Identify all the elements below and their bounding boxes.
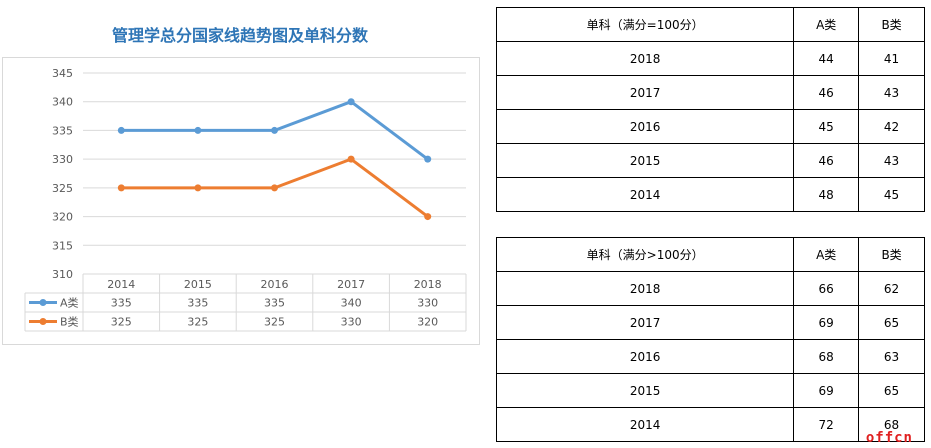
header-a: A类 [793, 237, 860, 272]
x-tick-label: 2016 [261, 278, 289, 291]
header-subject: 单科（满分>100分） [495, 237, 795, 272]
year-cell: 2015 [495, 373, 795, 408]
chart-frame: 310 315 320 325 330 335 340 345 2014 2015 2016 2017… [2, 57, 480, 345]
table-header-row: 单科（满分=100分） A类 B类 [495, 7, 925, 42]
data-label: 320 [417, 316, 438, 329]
header-b: B类 [858, 7, 925, 42]
a-cell: 66 [793, 271, 860, 306]
data-label: 335 [111, 297, 132, 310]
x-tick-label: 2017 [337, 278, 365, 291]
b-cell: 42 [858, 109, 925, 144]
year-cell: 2018 [495, 41, 795, 76]
year-cell: 2016 [495, 339, 795, 374]
b-cell: 43 [858, 75, 925, 110]
legend-key-marker [39, 318, 47, 325]
b-cell: 63 [858, 339, 925, 374]
data-point [194, 184, 202, 192]
y-tick-label: 330 [52, 153, 73, 166]
a-cell: 45 [793, 109, 860, 144]
a-cell: 46 [793, 75, 860, 110]
data-label: 325 [111, 316, 132, 329]
data-point [271, 126, 278, 134]
table-row: 2014 48 45 [495, 177, 925, 212]
score-table-over-100: 单科（满分>100分） A类 B类 2018 66 62 2017 69 65 2016 68… [495, 237, 925, 442]
year-cell: 2016 [495, 109, 795, 144]
data-label: 340 [341, 297, 362, 310]
table-row: 2017 69 65 [495, 305, 925, 340]
a-cell: 68 [793, 339, 860, 374]
legend-key-marker [39, 299, 47, 306]
data-label: 335 [264, 297, 285, 310]
y-tick-label: 320 [52, 211, 73, 224]
line-chart: 310 315 320 325 330 335 340 345 2014 2015 2016 2017… [24, 67, 467, 332]
data-point [347, 155, 355, 163]
legend-label: B类 [60, 315, 79, 329]
data-point [347, 98, 355, 106]
b-cell: 41 [858, 41, 925, 76]
data-point [424, 155, 432, 163]
a-cell: 44 [793, 41, 860, 76]
year-cell: 2018 [495, 271, 795, 306]
year-cell: 2017 [495, 305, 795, 340]
table-row: 2018 44 41 [495, 41, 925, 76]
b-cell: 62 [858, 271, 925, 306]
y-tick-label: 335 [52, 124, 73, 137]
x-tick-label: 2018 [414, 278, 442, 291]
b-cell: 68 [858, 407, 925, 442]
y-tick-label: 325 [52, 182, 73, 195]
offcn-watermark: offcn [865, 430, 913, 446]
b-cell: 43 [858, 143, 925, 178]
x-tick-label: 2015 [184, 278, 212, 291]
a-cell: 69 [793, 305, 860, 340]
legend-label: A类 [60, 296, 79, 310]
year-cell: 2014 [495, 177, 795, 212]
chart-title: 管理学总分国家线趋势图及单科分数 [111, 26, 368, 45]
year-cell: 2015 [495, 143, 795, 178]
data-point [117, 184, 125, 192]
table-row: 2016 68 63 [495, 339, 925, 374]
header-b: B类 [858, 237, 925, 272]
table-row: 2014 72 68 [495, 407, 925, 442]
header-subject: 单科（满分=100分） [495, 7, 795, 42]
data-point [424, 213, 432, 221]
table-row: 2015 46 43 [495, 143, 925, 178]
y-tick-label: 310 [52, 268, 73, 281]
table-row: 2016 45 42 [495, 109, 925, 144]
table-row: 2017 46 43 [495, 75, 925, 110]
data-label: 330 [417, 297, 438, 310]
data-point [194, 126, 202, 134]
y-tick-label: 340 [52, 96, 73, 109]
b-cell: 45 [858, 177, 925, 212]
x-tick-label: 2014 [107, 278, 135, 291]
year-cell: 2017 [495, 75, 795, 110]
a-cell: 69 [793, 373, 860, 408]
y-tick-label: 345 [52, 67, 73, 80]
table-row: 2018 66 62 [495, 271, 925, 306]
data-label: 330 [341, 316, 362, 329]
a-cell: 48 [793, 177, 860, 212]
data-point [117, 126, 125, 134]
data-label: 325 [264, 316, 285, 329]
data-label: 335 [187, 297, 208, 310]
a-cell: 72 [793, 407, 860, 442]
year-cell: 2014 [495, 407, 795, 442]
table-row: 2015 69 65 [495, 373, 925, 408]
b-cell: 65 [858, 373, 925, 408]
y-tick-label: 315 [52, 239, 73, 252]
a-cell: 46 [793, 143, 860, 178]
b-cell: 65 [858, 305, 925, 340]
score-table-100: 单科（满分=100分） A类 B类 2018 44 41 2017 46 43 2016 45… [495, 7, 925, 212]
data-point [271, 184, 278, 192]
table-header-row: 单科（满分>100分） A类 B类 [495, 237, 925, 272]
header-a: A类 [793, 7, 860, 42]
data-label: 325 [187, 316, 208, 329]
